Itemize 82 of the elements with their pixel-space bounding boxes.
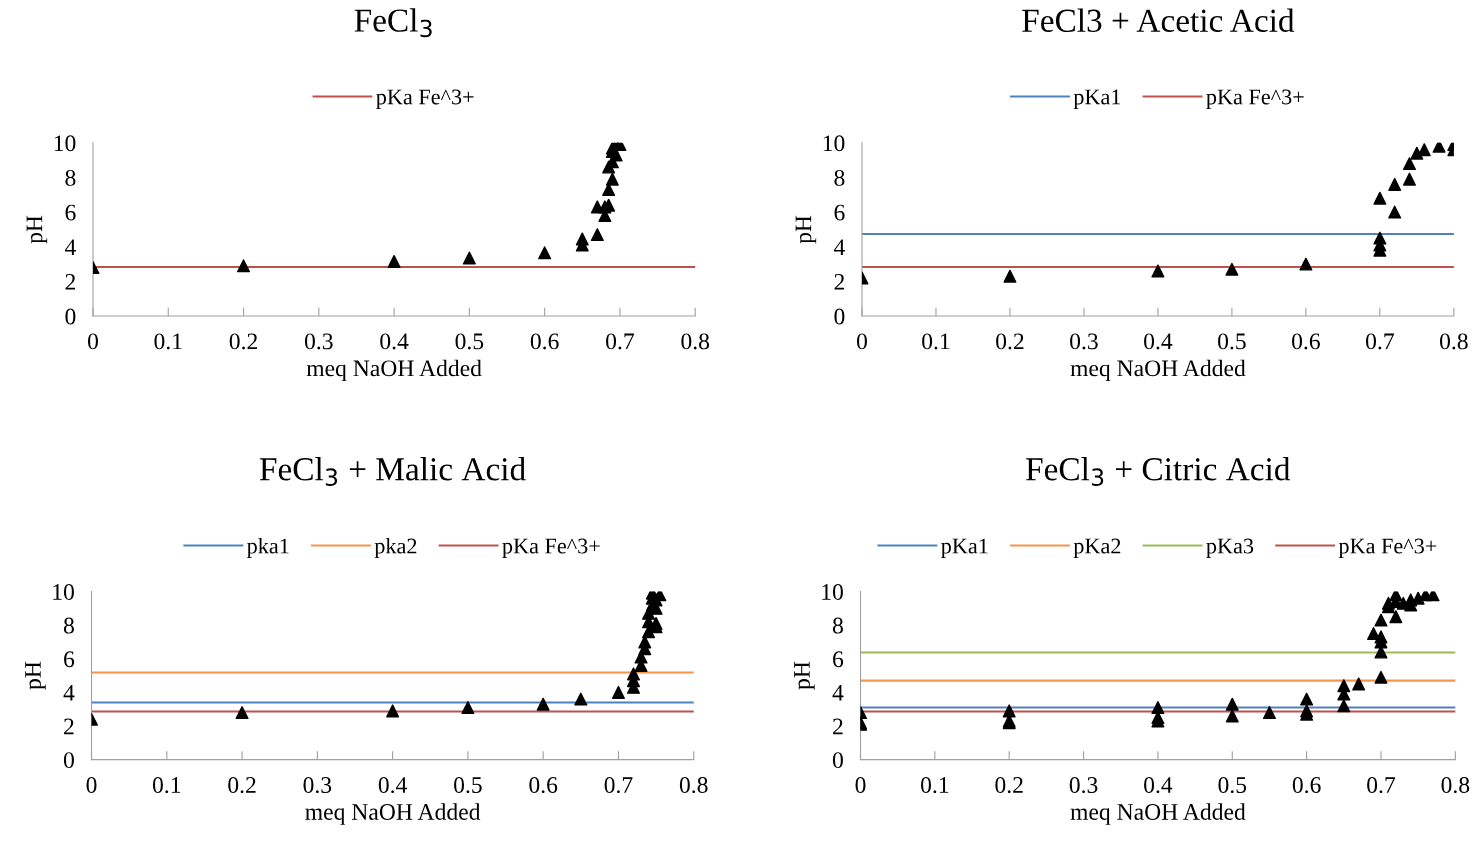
x-tick-label: 0.6 bbox=[1292, 777, 1321, 794]
y-tick-label: 8 bbox=[65, 169, 76, 186]
legend-label: pKa1 bbox=[1073, 89, 1121, 109]
x-tick-label: 0.7 bbox=[1367, 777, 1396, 794]
x-tick-label: 0 bbox=[855, 777, 866, 793]
x-tick-label: 0.7 bbox=[606, 333, 634, 350]
legend-label: pKa3 bbox=[1206, 538, 1254, 559]
x-tick-label: 0.1 bbox=[154, 333, 182, 350]
x-tick-label: 0.8 bbox=[1440, 333, 1468, 350]
legend-label: pKa Fe^3+ bbox=[376, 89, 474, 109]
y-tick-label: 10 bbox=[823, 135, 845, 152]
y-tick-label: 4 bbox=[63, 685, 75, 701]
x-axis-title: meq NaOH Added bbox=[1070, 359, 1246, 382]
y-axis-title: pH bbox=[26, 215, 48, 244]
x-tick-label: 0.4 bbox=[1144, 777, 1173, 794]
x-tick-label: 0.8 bbox=[679, 777, 708, 794]
y-tick-label: 2 bbox=[65, 273, 76, 290]
x-tick-label: 0.3 bbox=[1070, 333, 1098, 350]
x-tick-label: 0.3 bbox=[303, 777, 332, 794]
x-axis-title: meq NaOH Added bbox=[306, 359, 482, 382]
y-tick-label: 2 bbox=[834, 273, 845, 290]
chart-title: FeCl$_{3}$ + Malic Acid bbox=[259, 457, 526, 486]
y-tick-label: 10 bbox=[822, 583, 843, 600]
x-tick-label: 0.5 bbox=[455, 333, 484, 350]
chart-title: FeCl$_{3}$ + Citric Acid bbox=[1026, 457, 1291, 486]
x-tick-label: 0.8 bbox=[681, 333, 710, 350]
legend-label: pKa1 bbox=[941, 538, 988, 559]
legend-label: pka2 bbox=[374, 537, 417, 559]
y-tick-label: 0 bbox=[65, 308, 76, 325]
legend-label: pka1 bbox=[247, 537, 289, 559]
y-tick-label: 8 bbox=[832, 617, 843, 634]
x-tick-label: 0.2 bbox=[229, 333, 257, 350]
y-axis-title: pH bbox=[794, 661, 815, 690]
chart-title: FeCl$_{3}$ bbox=[354, 8, 432, 38]
y-tick-label: 10 bbox=[54, 135, 76, 152]
y-tick-label: 4 bbox=[64, 239, 76, 255]
y-tick-label: 0 bbox=[832, 752, 843, 769]
x-axis-title: meq NaOH Added bbox=[305, 803, 481, 825]
x-tick-label: 0.1 bbox=[152, 777, 181, 794]
y-tick-label: 10 bbox=[53, 583, 74, 600]
x-tick-label: 0.7 bbox=[1366, 333, 1394, 350]
x-tick-label: 0.8 bbox=[1441, 777, 1470, 794]
legend-label: pKa Fe^3+ bbox=[1206, 89, 1304, 109]
x-tick-label: 0.2 bbox=[996, 333, 1024, 350]
y-tick-label: 2 bbox=[833, 718, 843, 735]
x-tick-label: 0.7 bbox=[604, 777, 633, 794]
x-tick-label: 0.4 bbox=[378, 777, 407, 794]
y-axis-title: pH bbox=[795, 215, 817, 244]
legend-label: pKa2 bbox=[1073, 538, 1121, 559]
y-tick-label: 0 bbox=[63, 752, 74, 769]
x-tick-label: 0.6 bbox=[530, 333, 559, 350]
x-tick-label: 0.4 bbox=[380, 333, 409, 350]
y-tick-label: 8 bbox=[63, 617, 74, 634]
x-tick-label: 0.5 bbox=[1218, 777, 1247, 794]
y-tick-label: 6 bbox=[834, 204, 845, 221]
x-tick-label: 0.5 bbox=[1218, 333, 1246, 350]
x-tick-label: 0.5 bbox=[454, 777, 482, 794]
x-tick-label: 0 bbox=[86, 777, 97, 793]
y-tick-label: 8 bbox=[834, 169, 845, 186]
chart-title: FeCl3 + Acetic Acid bbox=[1022, 8, 1295, 33]
x-tick-label: 0.3 bbox=[1069, 777, 1098, 794]
x-tick-label: 0.2 bbox=[995, 777, 1023, 794]
x-tick-label: 0.3 bbox=[304, 333, 333, 350]
y-axis-title: pH bbox=[25, 661, 46, 690]
x-tick-label: 0.6 bbox=[529, 777, 558, 794]
x-tick-label: 0.6 bbox=[1292, 333, 1320, 350]
legend-label: pKa Fe^3+ bbox=[1338, 538, 1437, 559]
x-tick-label: 0 bbox=[856, 333, 867, 350]
y-tick-label: 0 bbox=[834, 308, 845, 325]
y-tick-label: 4 bbox=[832, 685, 844, 701]
x-tick-label: 0.2 bbox=[228, 777, 256, 794]
y-tick-label: 4 bbox=[833, 239, 845, 255]
x-axis-title: meq NaOH Added bbox=[1070, 803, 1246, 825]
y-tick-label: 2 bbox=[64, 718, 74, 735]
y-tick-label: 6 bbox=[833, 651, 844, 668]
x-tick-label: 0.1 bbox=[922, 333, 950, 350]
x-tick-label: 0.1 bbox=[921, 777, 949, 794]
legend-label: pKa Fe^3+ bbox=[502, 538, 600, 559]
x-tick-label: 0.4 bbox=[1144, 333, 1173, 350]
y-tick-label: 6 bbox=[64, 651, 75, 668]
x-tick-label: 0 bbox=[87, 333, 98, 350]
y-tick-label: 6 bbox=[65, 204, 76, 221]
